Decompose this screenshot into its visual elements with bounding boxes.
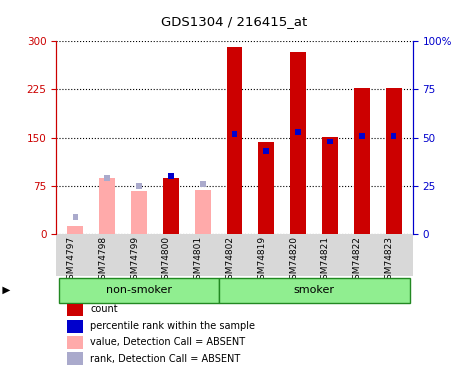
- Bar: [200, 181, 205, 187]
- Text: GSM74819: GSM74819: [257, 236, 266, 285]
- Bar: [163, 178, 179, 234]
- Bar: [67, 320, 83, 333]
- Bar: [67, 336, 83, 348]
- Text: GSM74823: GSM74823: [385, 236, 393, 285]
- Bar: [232, 131, 237, 137]
- Bar: [104, 176, 110, 181]
- Bar: [60, 278, 219, 303]
- Text: count: count: [90, 304, 118, 314]
- Text: GSM74821: GSM74821: [321, 236, 330, 285]
- Bar: [354, 87, 370, 234]
- Bar: [391, 133, 396, 139]
- Bar: [67, 352, 83, 365]
- Bar: [68, 226, 83, 234]
- Text: percentile rank within the sample: percentile rank within the sample: [90, 321, 255, 332]
- Bar: [195, 190, 211, 234]
- Bar: [99, 178, 115, 234]
- Text: GSM74800: GSM74800: [162, 236, 171, 285]
- Text: rank, Detection Call = ABSENT: rank, Detection Call = ABSENT: [90, 354, 241, 364]
- Bar: [359, 133, 365, 139]
- Text: GSM74801: GSM74801: [194, 236, 203, 285]
- Bar: [56, 234, 413, 276]
- Bar: [227, 47, 242, 234]
- Text: GSM74802: GSM74802: [226, 236, 234, 285]
- Text: stress ▶: stress ▶: [0, 285, 10, 295]
- Bar: [295, 129, 301, 135]
- Bar: [219, 278, 409, 303]
- Text: GSM74798: GSM74798: [98, 236, 107, 285]
- Text: non-smoker: non-smoker: [106, 285, 172, 295]
- Bar: [386, 87, 401, 234]
- Text: GSM74797: GSM74797: [67, 236, 76, 285]
- Text: GSM74799: GSM74799: [130, 236, 139, 285]
- Bar: [168, 173, 174, 179]
- Bar: [327, 139, 333, 144]
- Bar: [264, 148, 269, 154]
- Text: GSM74822: GSM74822: [353, 236, 362, 285]
- Text: value, Detection Call = ABSENT: value, Detection Call = ABSENT: [90, 337, 245, 347]
- Bar: [290, 51, 306, 234]
- Text: GSM74820: GSM74820: [289, 236, 298, 285]
- Bar: [73, 214, 78, 220]
- Bar: [322, 137, 338, 234]
- Bar: [67, 303, 83, 316]
- Text: smoker: smoker: [294, 285, 334, 295]
- Bar: [258, 142, 274, 234]
- Bar: [131, 191, 147, 234]
- Text: GDS1304 / 216415_at: GDS1304 / 216415_at: [161, 15, 308, 28]
- Bar: [136, 183, 142, 189]
